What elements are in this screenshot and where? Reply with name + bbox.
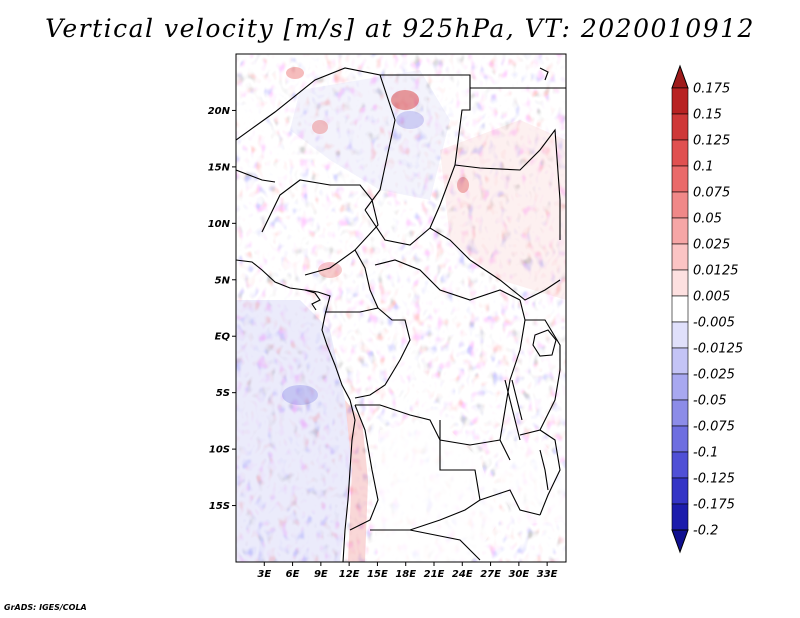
boundaries — [236, 67, 566, 562]
lon-tick-label: 12E — [339, 569, 360, 580]
border-car — [374, 259, 521, 301]
lat-tick-label: 5S — [216, 388, 230, 399]
lat-tick-label: 10N — [208, 219, 231, 230]
red-cell-2 — [286, 67, 304, 79]
colorbar-label: -0.025 — [693, 368, 735, 383]
lon-tick-label: 18E — [395, 569, 416, 580]
colorbar-label: -0.125 — [693, 472, 735, 487]
colorbar-segment — [671, 139, 689, 167]
coast-nile — [539, 67, 549, 81]
lon-tick-label: 33E — [537, 569, 558, 580]
colorbar-segment — [671, 321, 689, 349]
lon-tick-label: 6E — [286, 569, 300, 580]
colorbar-label: -0.005 — [693, 316, 735, 331]
lat-tick-label: 20N — [208, 106, 231, 117]
colorbar-segment — [671, 269, 689, 297]
border-angola — [349, 404, 379, 531]
lon-tick-label: 15E — [367, 569, 388, 580]
colorbar-label: 0.15 — [693, 108, 722, 123]
lat-tick-label: 10S — [209, 445, 230, 456]
colorbar-segment — [671, 425, 689, 453]
lat-tick-label: 5N — [215, 275, 231, 286]
chart-title: Vertical velocity [m/s] at 925hPa, VT: 2… — [45, 14, 755, 43]
coastline-west — [236, 259, 356, 562]
border-congo — [354, 307, 411, 399]
colorbar: 0.175 0.15 0.125 0.1 0.075 0.05 0.025 0.0125 0.0… — [671, 64, 743, 554]
lake-tanganyika — [504, 379, 523, 441]
lat-tick-label: 15S — [209, 501, 230, 512]
border-cameroon — [325, 249, 379, 313]
colorbar-label: 0.025 — [693, 238, 730, 253]
colorbar-segment — [671, 191, 689, 219]
red-cell-4 — [457, 177, 469, 193]
colorbar-segment — [671, 399, 689, 427]
latitude-axis: 20N 15N 10N 5N EQ 5S 10S 15S — [208, 106, 236, 512]
red-cell-3 — [312, 120, 328, 134]
colorbar-label: -0.175 — [693, 498, 735, 513]
border-sahara — [236, 67, 396, 211]
colorbar-top-arrow — [671, 64, 689, 89]
lon-tick-label: 21E — [424, 569, 445, 580]
border-angola-zambia — [370, 420, 481, 531]
colorbar-segment — [671, 113, 689, 141]
colorbar-segment — [671, 451, 689, 479]
velocity-field — [236, 54, 566, 562]
map-area — [235, 53, 567, 563]
colorbar-label: 0.005 — [693, 290, 730, 305]
border-zambia-east — [479, 489, 541, 516]
colorbar-label: 0.175 — [693, 82, 730, 97]
lake-victoria — [532, 329, 557, 357]
red-cell-1 — [391, 90, 419, 110]
border-niger — [236, 169, 276, 183]
border-chad-south — [364, 209, 471, 261]
colorbar-segment — [671, 217, 689, 245]
east-red-tint — [440, 120, 566, 300]
footer-credit: GrADS: IGES/COLA — [4, 603, 87, 612]
colorbar-label: 0.1 — [693, 160, 714, 175]
colorbar-segment — [671, 295, 689, 323]
colorbar-segment — [671, 243, 689, 271]
colorbar-label: -0.2 — [693, 524, 718, 539]
border-mozambique — [539, 429, 561, 516]
colorbar-segment — [671, 373, 689, 401]
colorbar-label: 0.0125 — [693, 264, 739, 279]
colorbar-segment — [671, 503, 689, 531]
colorbar-segment — [671, 347, 689, 375]
lon-tick-label: 27E — [480, 569, 501, 580]
lon-tick-label: 3E — [257, 569, 271, 580]
calm-interior — [372, 420, 500, 562]
border-namibia — [370, 529, 481, 561]
border-nigeria — [261, 179, 379, 276]
colorbar-label: 0.075 — [693, 186, 730, 201]
colorbar-label: 0.05 — [693, 212, 722, 227]
red-cell-5 — [318, 262, 342, 278]
border-drc-south — [355, 404, 501, 446]
lon-tick-label: 30E — [508, 569, 529, 580]
border-sudan-east — [454, 128, 561, 240]
colorbar-label: -0.05 — [693, 394, 727, 409]
lon-tick-label: 24E — [452, 569, 473, 580]
coast-bight — [304, 289, 321, 311]
map-frame — [235, 53, 567, 563]
colorbar-segment — [671, 87, 689, 115]
blue-cell-2 — [396, 111, 424, 129]
lake-malawi — [539, 449, 549, 491]
longitude-axis: 3E 6E 9E 12E 15E 18E 21E 24E 27E 30E 33E — [257, 562, 558, 580]
lat-tick-label: EQ — [215, 332, 231, 343]
lat-tick-label: 15N — [208, 162, 231, 173]
colorbar-label: -0.0125 — [693, 342, 743, 357]
blue-cell-1 — [282, 385, 318, 405]
colorbar-label: -0.1 — [693, 446, 718, 461]
coastal-red-tint — [345, 400, 368, 562]
atlantic-blue-tint — [236, 300, 352, 562]
colorbar-label: -0.075 — [693, 420, 735, 435]
colorbar-segment — [671, 477, 689, 505]
colorbar-segment — [671, 165, 689, 193]
border-libya-sudan — [380, 74, 471, 229]
lon-tick-label: 9E — [314, 569, 328, 580]
border-south-sudan — [469, 259, 561, 301]
colorbar-bottom-arrow — [671, 529, 689, 554]
colorbar-label: 0.125 — [693, 134, 730, 149]
